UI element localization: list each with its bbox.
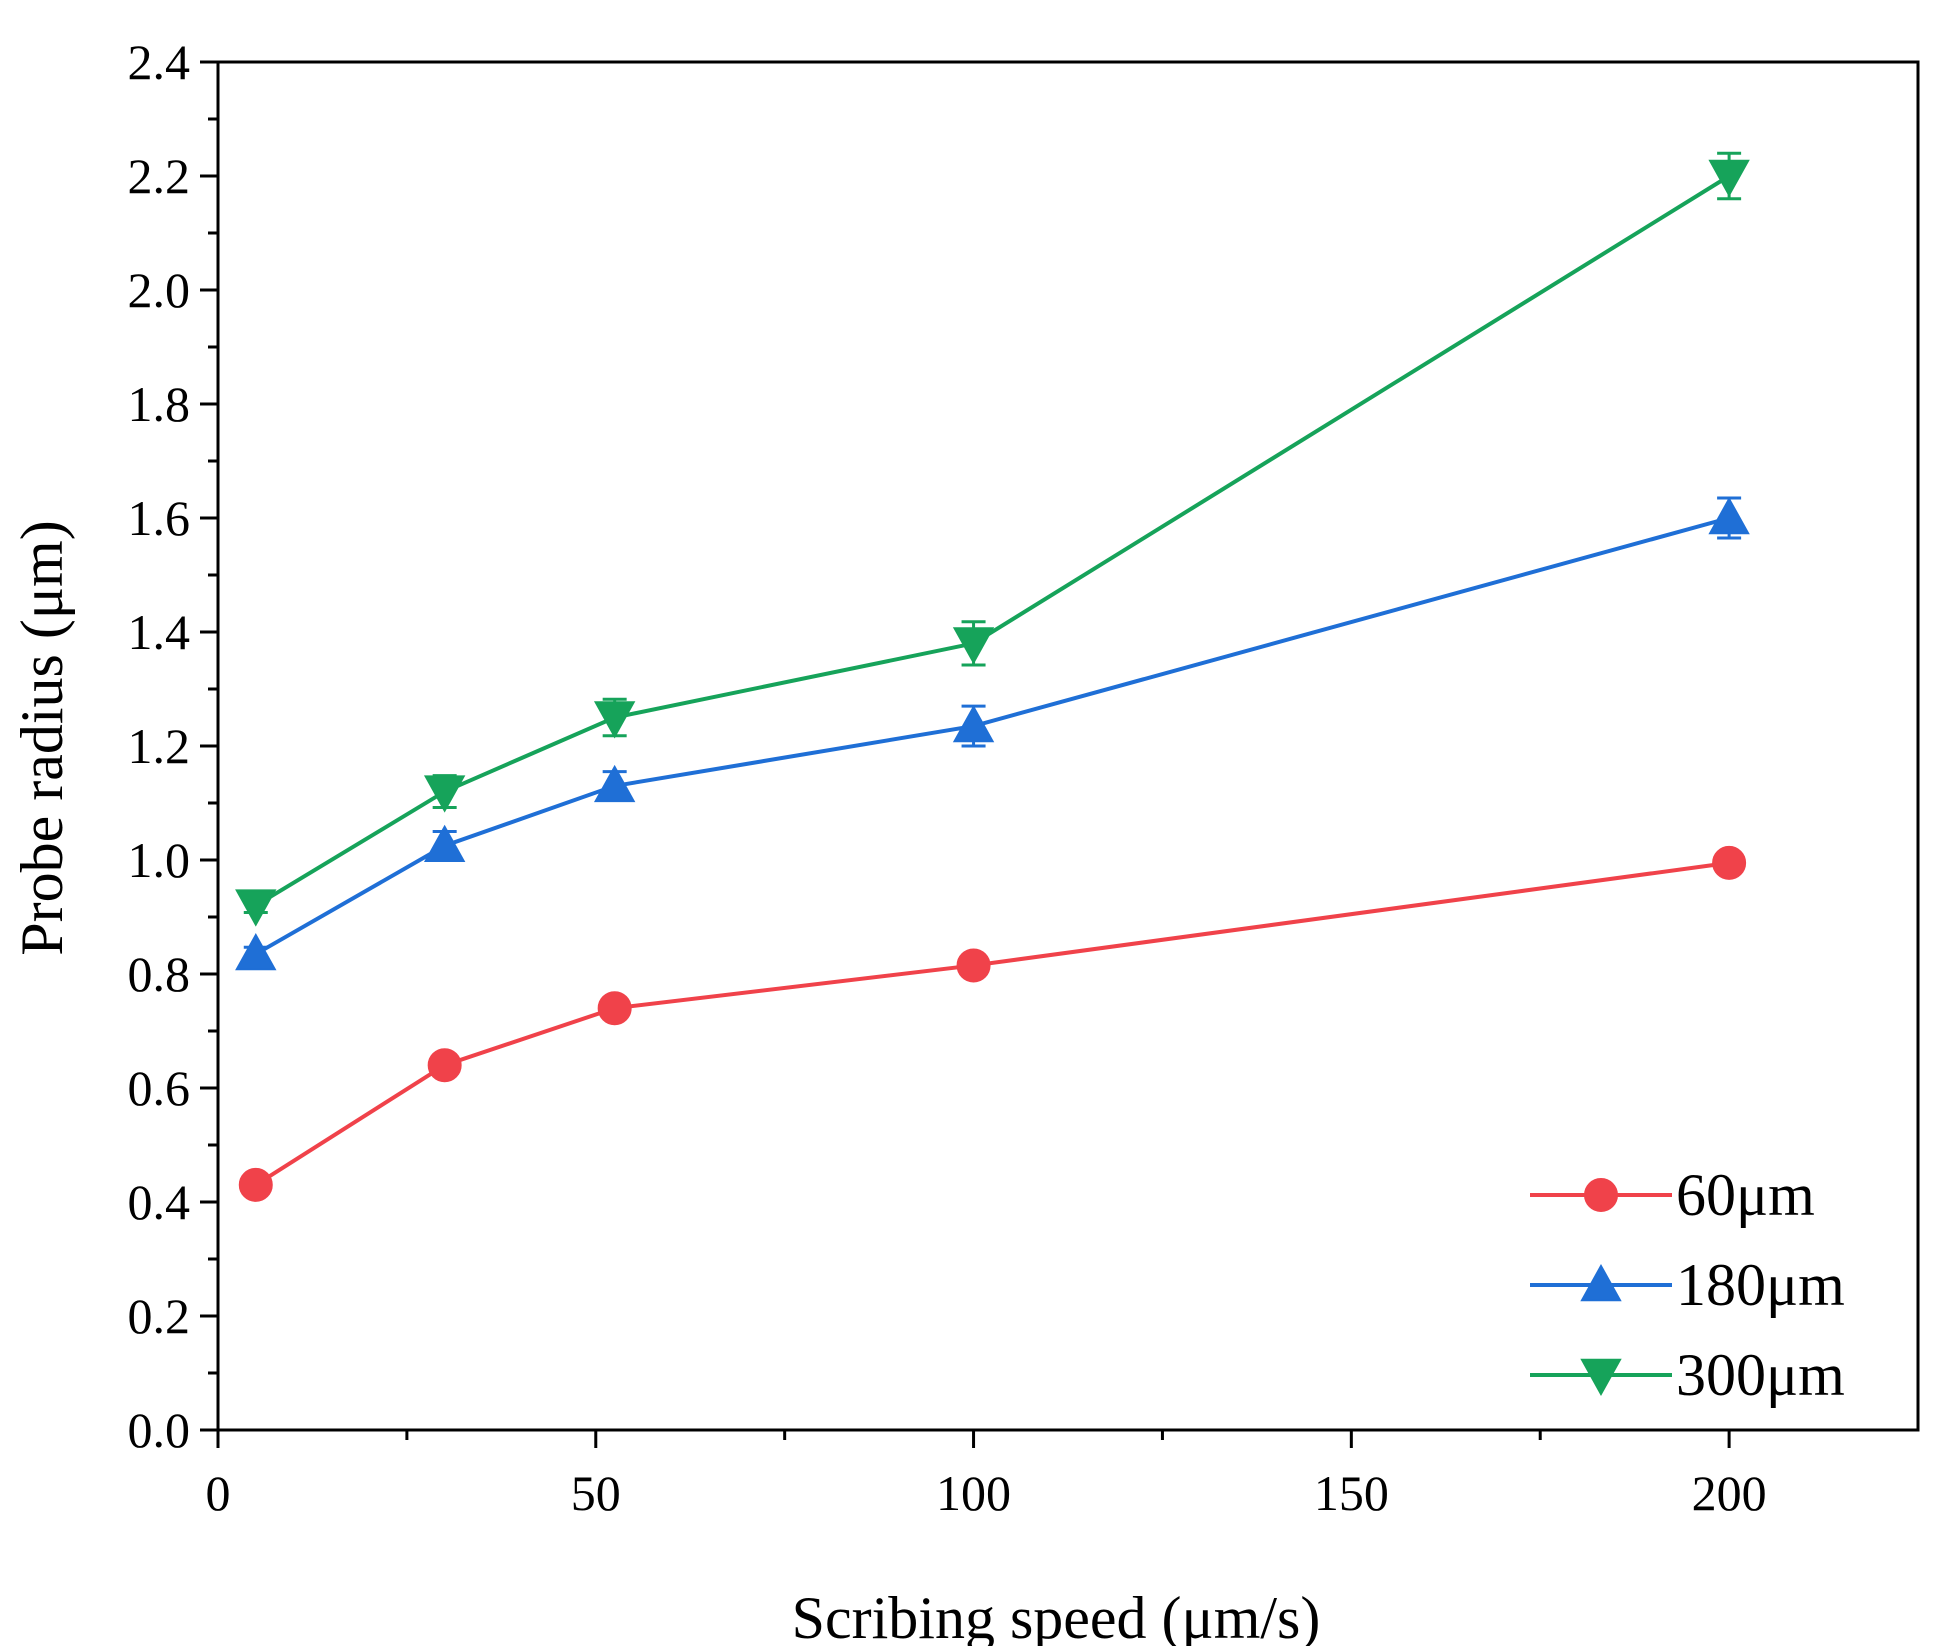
data-point (952, 704, 995, 743)
x-tick-label: 200 (1692, 1465, 1767, 1521)
y-tick-label: 0.6 (128, 1060, 191, 1116)
y-tick-label: 0.0 (128, 1402, 191, 1458)
series-3 (235, 151, 1750, 927)
data-point (427, 1048, 462, 1083)
data-point (238, 1167, 273, 1202)
data-point (423, 775, 466, 813)
data-point (593, 701, 636, 739)
plot-area: 0 50 100 150 200 0.0 0.2 0.4 0.6 0.8 1.0 1.2 1.4 1.6 1… (128, 34, 1920, 1521)
legend-label: 60μm (1676, 1162, 1815, 1228)
y-tick-label: 1.6 (128, 490, 191, 546)
data-point (593, 764, 636, 803)
y-tick-label: 0.8 (128, 946, 191, 1002)
legend-marker (1584, 1178, 1618, 1212)
legend-marker (1580, 1263, 1622, 1302)
data-point (956, 948, 991, 983)
x-tick-label: 50 (571, 1465, 621, 1521)
data-point (1712, 845, 1747, 880)
y-tick-label: 0.2 (128, 1288, 191, 1344)
data-point (597, 991, 632, 1026)
legend-label: 180μm (1676, 1252, 1845, 1318)
y-tick-label: 1.8 (128, 376, 191, 432)
series-2 (235, 496, 1750, 971)
legend: 60μm 180μm 300μm (1530, 1162, 1845, 1408)
x-axis-title: Scribing speed (μm/s) (792, 1585, 1321, 1646)
legend-marker (1580, 1358, 1622, 1397)
data-point (423, 824, 466, 862)
y-tick-label: 1.0 (128, 832, 191, 888)
series-1 (238, 845, 1747, 1202)
y-axis-title: Probe radius (μm) (9, 520, 75, 955)
x-tick-label: 100 (936, 1465, 1011, 1521)
legend-label: 300μm (1676, 1342, 1845, 1408)
y-tick-label: 0.4 (128, 1174, 191, 1230)
data-point (1708, 496, 1750, 535)
data-point (952, 627, 995, 665)
y-tick-label: 2.2 (128, 148, 191, 204)
data-point (235, 889, 277, 927)
data-point (1708, 159, 1750, 198)
y-tick-label: 1.2 (128, 718, 191, 774)
y-tick-label: 1.4 (128, 604, 191, 660)
x-tick-label: 0 (206, 1465, 231, 1521)
y-tick-label: 2.4 (128, 34, 191, 90)
x-tick-label: 150 (1314, 1465, 1389, 1521)
data-point (235, 932, 277, 971)
y-tick-label: 2.0 (128, 262, 191, 318)
